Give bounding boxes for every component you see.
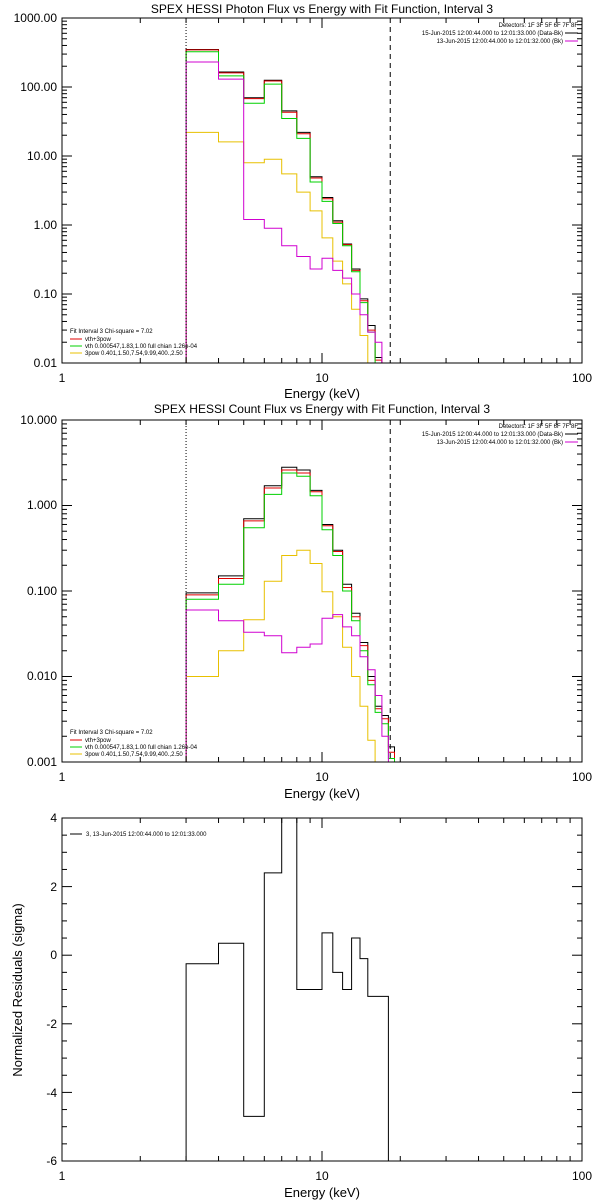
y-tick-label: 0.010 [27, 669, 57, 683]
count-flux-ticks [61, 419, 583, 763]
residuals-series [185, 817, 389, 1161]
y-tick-label: 0.10 [34, 287, 58, 301]
x-tick-label: 10 [315, 371, 329, 385]
count-flux-legend-bottom-left: Fit Interval 3 Chi-square = 7.02 vth+3po… [70, 730, 198, 758]
series-1-step-line [185, 469, 395, 762]
residuals-x-tick-labels: 1 10 100 [59, 1169, 593, 1183]
x-tick-label: 100 [572, 371, 592, 385]
legend-data-interval: 15-Jun-2015 12:00:44.000 to 12:01:33.000… [422, 432, 563, 438]
legend-detectors: Detectors: 1F 3F 5F 6F 7F 8F [499, 23, 579, 29]
legend-data-interval: 15-Jun-2015 12:00:44.000 to 12:01:33.000… [422, 31, 563, 37]
legend-bk-interval: 13-Jun-2015 12:00:44.000 to 12:01:32.000… [437, 39, 563, 45]
series-2-step-line [185, 472, 395, 762]
photon-flux-legend-bottom-left: Fit Interval 3 Chi-square = 7.02 vth+3po… [70, 329, 198, 357]
photon-flux-panel: SPEX HESSI Photon Flux vs Energy with Fi… [14, 2, 593, 401]
y-tick-label: -6 [46, 1154, 57, 1168]
y-tick-label: 0.01 [34, 356, 58, 370]
y-tick-label: 2 [50, 880, 57, 894]
legend-residual-interval: 3, 13-Jun-2015 12:00:44.000 to 12:01:33.… [86, 832, 207, 838]
legend-3pow: 3pow 0.401,1.50,7.54,9.99,400.,2.50 [85, 351, 183, 357]
count-flux-title: SPEX HESSI Count Flux vs Energy with Fit… [154, 402, 490, 416]
count-flux-y-tick-labels: 0.001 0.010 0.100 1.000 10.000 [20, 413, 57, 769]
legend-detectors: Detectors: 1F 3F 5F 6F 7F 8F [499, 424, 579, 430]
series-3-step-line [185, 131, 382, 364]
x-tick-label: 100 [572, 770, 592, 784]
photon-flux-series [185, 49, 383, 364]
x-tick-label: 10 [315, 1169, 329, 1183]
count-flux-vlines [185, 420, 391, 762]
x-tick-label: 100 [572, 1169, 592, 1183]
photon-flux-legend-top-right: Detectors: 1F 3F 5F 6F 7F 8F 15-Jun-2015… [422, 23, 578, 45]
legend-vth3pow: vth+3pow [85, 337, 112, 343]
photon-flux-ticks [61, 17, 583, 364]
residuals-x-axis-label: Energy (keV) [284, 1185, 360, 1200]
residuals-panel: 1 10 100 -6 -4 -2 0 2 4 Normalized Resid… [10, 811, 592, 1200]
y-tick-label: -4 [46, 1086, 57, 1100]
count-flux-legend-top-right: Detectors: 1F 3F 5F 6F 7F 8F 15-Jun-2015… [422, 424, 578, 446]
x-tick-label: 1 [59, 1169, 66, 1183]
legend-fit-interval: Fit Interval 3 Chi-square = 7.02 [70, 329, 153, 335]
count-flux-x-axis-label: Energy (keV) [284, 786, 360, 801]
legend-vth: vth 0.000547,1.83,1.00 full chian 1.26e-… [85, 344, 198, 350]
y-tick-label: 100.00 [20, 80, 57, 94]
y-tick-label: 0.001 [27, 755, 57, 769]
count-flux-panel: SPEX HESSI Count Flux vs Energy with Fit… [20, 402, 592, 801]
y-tick-label: 10.00 [27, 149, 57, 163]
residuals-ticks [61, 817, 583, 1162]
photon-flux-x-axis-label: Energy (keV) [284, 386, 360, 401]
residuals-y-tick-labels: -6 -4 -2 0 2 4 [46, 811, 57, 1168]
residuals-legend: 3, 13-Jun-2015 12:00:44.000 to 12:01:33.… [70, 832, 207, 838]
count-flux-x-tick-labels: 1 10 100 [59, 770, 593, 784]
legend-bk-interval: 13-Jun-2015 12:00:44.000 to 12:01:32.000… [437, 440, 563, 446]
photon-flux-y-tick-labels: 0.01 0.10 1.00 10.00 100.00 1000.00 [14, 11, 58, 370]
photon-flux-x-tick-labels: 1 10 100 [59, 371, 593, 385]
y-tick-label: 1.000 [27, 498, 57, 512]
x-tick-label: 1 [59, 770, 66, 784]
series-0-step-line [185, 466, 395, 762]
x-tick-label: 1 [59, 371, 66, 385]
y-tick-label: 1.00 [34, 218, 58, 232]
photon-flux-vlines [185, 18, 391, 363]
residuals-y-axis-label: Normalized Residuals (sigma) [10, 903, 25, 1076]
y-tick-label: 10.000 [20, 413, 57, 427]
series-0-step-line [185, 817, 389, 1161]
series-1-step-line [185, 49, 383, 363]
legend-vth3pow: vth+3pow [85, 738, 112, 744]
series-4-step-line [185, 61, 383, 363]
series-4-step-line [185, 609, 395, 763]
y-tick-label: 0.100 [27, 584, 57, 598]
y-tick-label: -2 [46, 1017, 57, 1031]
legend-vth: vth 0.000547,1.83,1.00 full chian 1.26e-… [85, 745, 198, 751]
y-tick-label: 0 [50, 948, 57, 962]
y-tick-label: 4 [50, 811, 57, 825]
series-0-step-line [185, 49, 383, 363]
x-tick-label: 10 [315, 770, 329, 784]
series-3-step-line [185, 549, 395, 763]
y-tick-label: 1000.00 [14, 11, 58, 25]
legend-fit-interval: Fit Interval 3 Chi-square = 7.02 [70, 730, 153, 736]
photon-flux-title: SPEX HESSI Photon Flux vs Energy with Fi… [151, 2, 493, 16]
legend-3pow: 3pow 0.401,1.50,7.54,9.99,400.,2.50 [85, 752, 183, 758]
count-flux-series [185, 466, 395, 763]
series-2-step-line [185, 51, 382, 364]
